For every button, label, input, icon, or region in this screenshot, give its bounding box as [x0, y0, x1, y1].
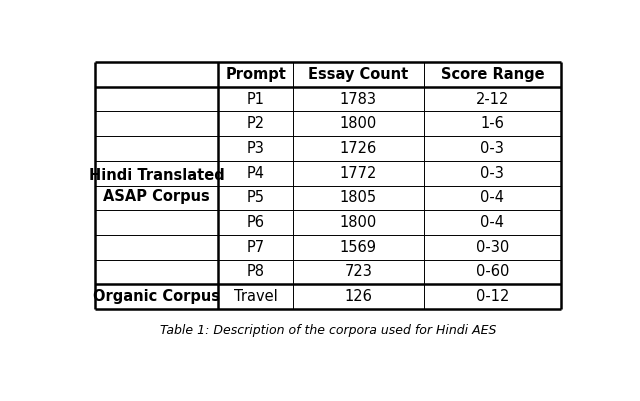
Text: P1: P1 — [247, 91, 265, 107]
Text: P7: P7 — [246, 240, 265, 255]
Text: 0-3: 0-3 — [481, 166, 504, 181]
Text: 0-3: 0-3 — [481, 141, 504, 156]
Text: 0-12: 0-12 — [476, 289, 509, 304]
Text: 1726: 1726 — [340, 141, 377, 156]
Text: 126: 126 — [344, 289, 372, 304]
Text: P2: P2 — [246, 116, 265, 131]
Text: 1772: 1772 — [340, 166, 377, 181]
Text: Hindi Translated
ASAP Corpus: Hindi Translated ASAP Corpus — [89, 168, 225, 204]
Text: Travel: Travel — [234, 289, 278, 304]
Text: Organic Corpus: Organic Corpus — [93, 289, 220, 304]
Text: 1783: 1783 — [340, 91, 377, 107]
Text: Prompt: Prompt — [225, 67, 286, 82]
Text: 0-4: 0-4 — [481, 190, 504, 205]
Text: 0-4: 0-4 — [481, 215, 504, 230]
Text: Table 1: Description of the corpora used for Hindi AES: Table 1: Description of the corpora used… — [160, 324, 496, 338]
Text: 1-6: 1-6 — [481, 116, 504, 131]
Text: 1805: 1805 — [340, 190, 377, 205]
Text: 1800: 1800 — [340, 215, 377, 230]
Text: Score Range: Score Range — [440, 67, 544, 82]
Text: 1800: 1800 — [340, 116, 377, 131]
Text: 1569: 1569 — [340, 240, 377, 255]
Text: P5: P5 — [247, 190, 265, 205]
Text: 723: 723 — [344, 265, 372, 279]
Text: 0-30: 0-30 — [476, 240, 509, 255]
Text: P6: P6 — [247, 215, 265, 230]
Text: P3: P3 — [247, 141, 265, 156]
Text: Essay Count: Essay Count — [308, 67, 408, 82]
Text: P4: P4 — [247, 166, 265, 181]
Text: 2-12: 2-12 — [476, 91, 509, 107]
Text: P8: P8 — [247, 265, 265, 279]
Text: 0-60: 0-60 — [476, 265, 509, 279]
